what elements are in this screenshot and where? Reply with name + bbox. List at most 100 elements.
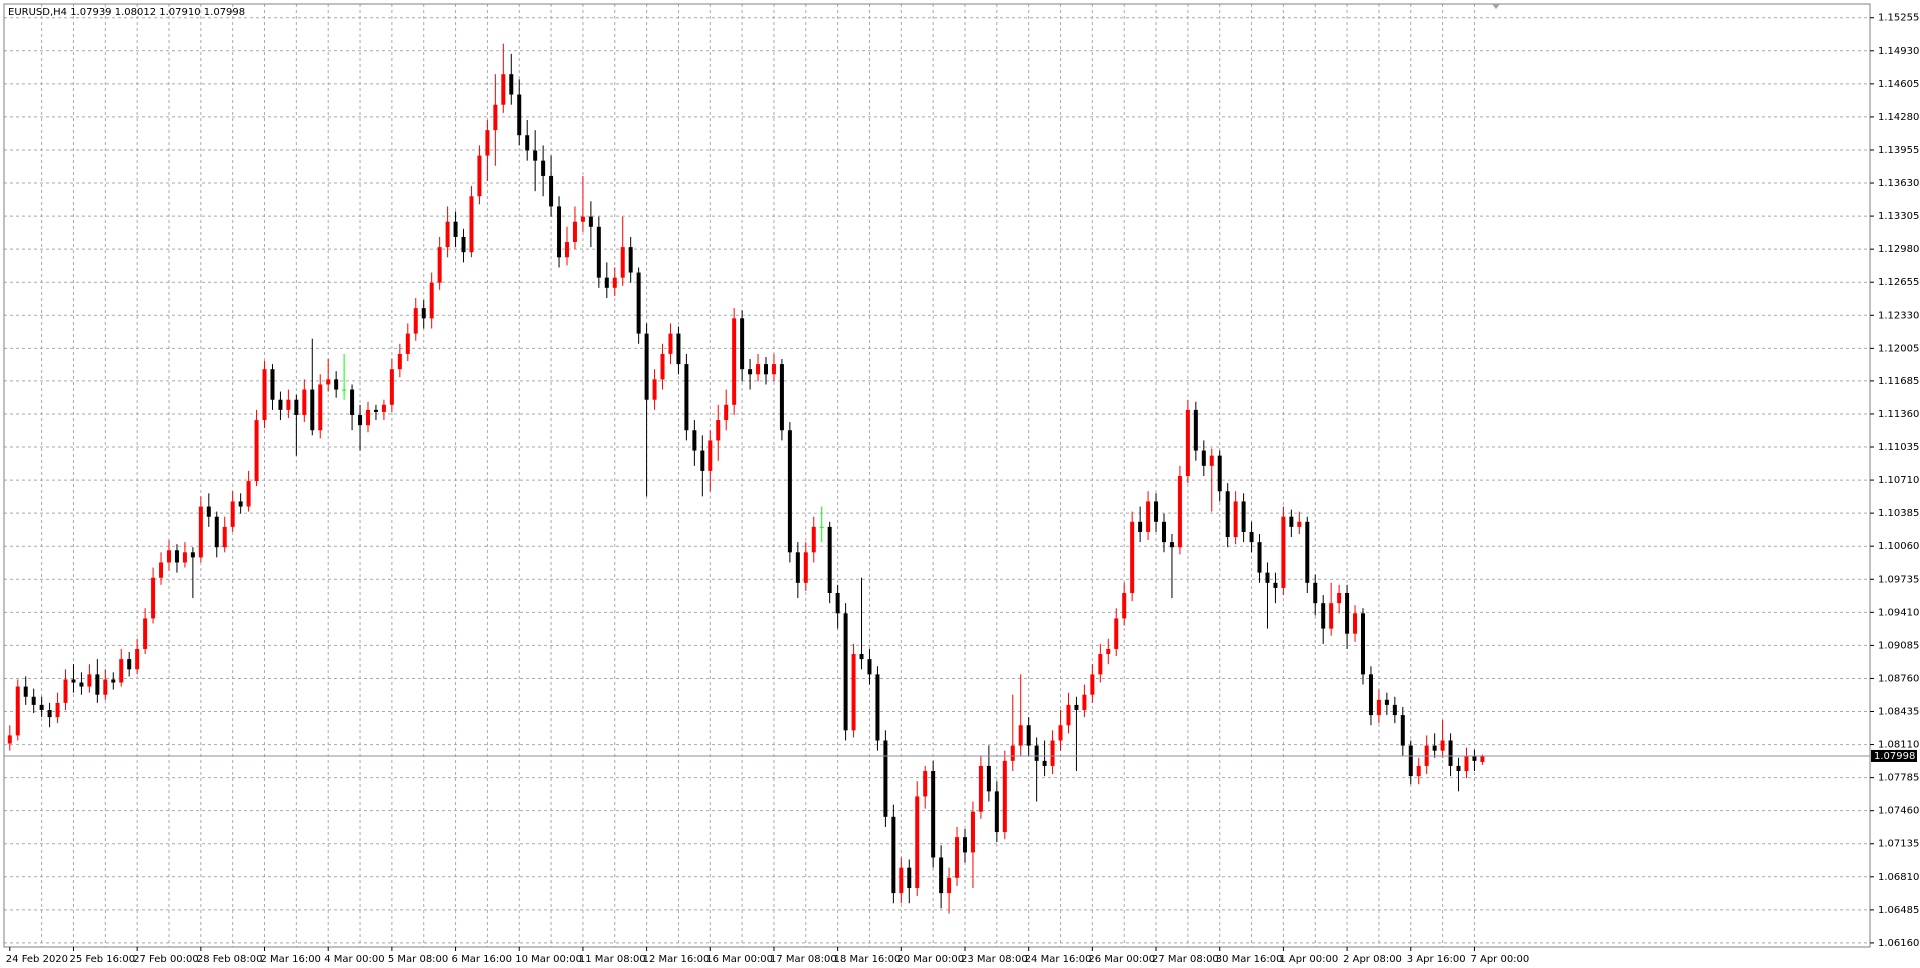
candle-body xyxy=(963,837,967,853)
candle-body xyxy=(302,389,307,415)
y-tick-label: 1.07785 xyxy=(1878,773,1919,784)
y-tick-label: 1.10060 xyxy=(1878,541,1919,552)
candle-body xyxy=(724,404,729,421)
candle-body xyxy=(135,648,140,670)
candle-body xyxy=(1169,542,1174,548)
candle-body xyxy=(198,506,203,558)
candle-body xyxy=(771,364,776,375)
x-tick-label: 6 Mar 16:00 xyxy=(452,954,512,965)
candle-body xyxy=(692,430,697,451)
x-tick-label: 3 Apr 16:00 xyxy=(1407,954,1466,965)
candle-body xyxy=(1480,755,1485,762)
candle-body xyxy=(127,659,132,670)
candle-body xyxy=(190,552,195,558)
candle-body xyxy=(1384,699,1389,705)
candle-body xyxy=(915,796,920,888)
candle-body xyxy=(1265,572,1270,583)
candle-body xyxy=(931,771,936,858)
candle-body xyxy=(700,450,705,471)
x-tick-label: 28 Feb 08:00 xyxy=(197,954,263,965)
x-tick-label: 7 Apr 00:00 xyxy=(1470,954,1529,965)
candle-body xyxy=(278,399,283,410)
candle-body xyxy=(899,867,904,894)
candle-body xyxy=(286,399,291,410)
candle-body xyxy=(644,333,649,400)
candle-body xyxy=(1456,765,1461,772)
candle-body xyxy=(668,333,673,354)
y-tick-label: 1.07460 xyxy=(1878,806,1919,817)
candle-body xyxy=(1146,501,1151,532)
x-tick-label: 27 Mar 08:00 xyxy=(1152,954,1219,965)
candle-body xyxy=(230,501,235,527)
candle-body xyxy=(23,686,28,697)
candle-body xyxy=(1249,531,1254,543)
candle-body xyxy=(1329,603,1334,629)
candle-body xyxy=(87,674,92,687)
candle-body xyxy=(1162,521,1166,543)
candle-body xyxy=(1337,592,1342,604)
x-tick-label: 1 Apr 00:00 xyxy=(1279,954,1338,965)
x-tick-label: 2 Mar 16:00 xyxy=(261,954,321,965)
candle-body xyxy=(1353,613,1358,634)
candle-body xyxy=(15,686,20,736)
candle-body xyxy=(1448,740,1453,766)
candle-body xyxy=(167,550,171,563)
candle-body xyxy=(182,552,187,563)
candle-body xyxy=(501,74,506,105)
candle-body xyxy=(294,399,299,415)
candle-body xyxy=(732,318,737,405)
candle-body xyxy=(1106,648,1111,655)
candle-body xyxy=(549,175,554,207)
candle-body xyxy=(620,247,625,278)
candle-body xyxy=(907,867,912,888)
candle-body xyxy=(1289,516,1294,527)
candle-body xyxy=(795,552,800,583)
price-label: 1.07998 xyxy=(1874,751,1915,762)
candle-body xyxy=(95,674,100,695)
y-tick-label: 1.15255 xyxy=(1878,13,1919,24)
candle-body xyxy=(708,440,713,471)
y-tick-label: 1.07135 xyxy=(1878,839,1919,850)
x-tick-label: 20 Mar 00:00 xyxy=(897,954,964,965)
candle-body xyxy=(819,526,824,528)
candle-body xyxy=(883,740,888,817)
candle-body xyxy=(660,353,665,380)
candle-body xyxy=(811,526,816,553)
candle-body xyxy=(421,308,426,319)
candle-body xyxy=(437,247,442,283)
candle-body xyxy=(1313,582,1318,604)
candle-body xyxy=(764,364,768,375)
candle-body xyxy=(1122,592,1127,619)
candle-body xyxy=(47,709,52,718)
candle-body xyxy=(1440,740,1445,751)
x-tick-label: 12 Mar 16:00 xyxy=(643,954,710,965)
candle-body xyxy=(262,369,267,421)
candle-body xyxy=(1368,674,1373,716)
y-tick-label: 1.12005 xyxy=(1878,343,1919,354)
y-tick-label: 1.10710 xyxy=(1878,475,1919,486)
candle-body xyxy=(39,704,44,710)
candle-body xyxy=(779,364,784,431)
candle-body xyxy=(1185,409,1190,477)
candle-body xyxy=(477,155,482,197)
candle-body xyxy=(859,654,864,660)
candle-body xyxy=(1209,455,1214,466)
y-tick-label: 1.06485 xyxy=(1878,905,1919,916)
candle-body xyxy=(1130,521,1135,593)
y-tick-label: 1.08435 xyxy=(1878,707,1919,718)
candle-body xyxy=(453,221,458,237)
y-tick-label: 1.12980 xyxy=(1878,244,1919,255)
candle-body xyxy=(350,389,355,415)
y-tick-label: 1.12655 xyxy=(1878,277,1919,288)
candle-body xyxy=(389,369,394,405)
y-tick-label: 1.08760 xyxy=(1878,673,1919,684)
candle-body xyxy=(835,592,840,614)
candle-body xyxy=(970,811,975,853)
candle-body xyxy=(565,242,569,258)
x-tick-label: 26 Mar 00:00 xyxy=(1088,954,1155,965)
candle-body xyxy=(517,94,522,136)
candle-body xyxy=(1002,760,1007,833)
candle-body xyxy=(509,74,514,95)
candle-body xyxy=(875,674,880,741)
